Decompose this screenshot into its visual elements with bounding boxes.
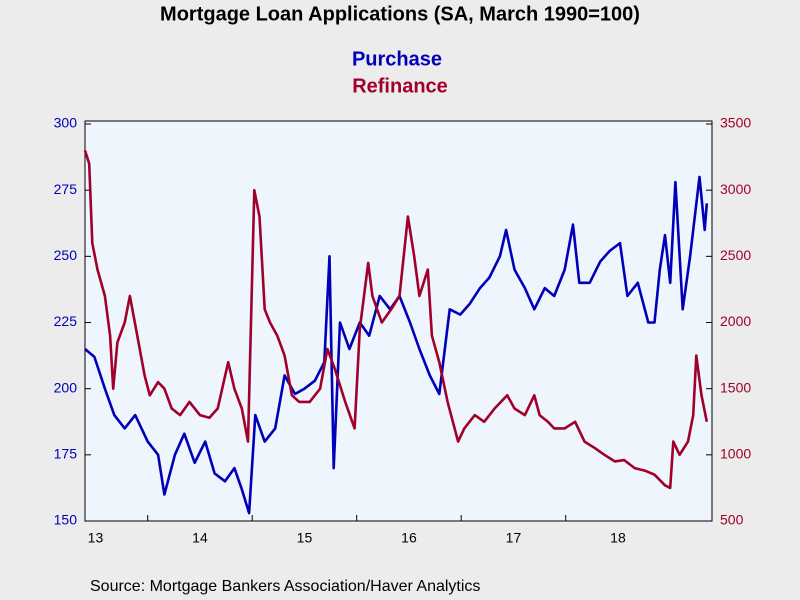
y2-tick-label: 500 — [720, 512, 744, 528]
legend-entry: Refinance — [352, 75, 448, 97]
y2-tick-label: 3000 — [720, 181, 751, 197]
y2-tick-label: 2000 — [720, 313, 751, 329]
x-tick-label: 15 — [297, 530, 313, 546]
legend-entry: Purchase — [352, 48, 442, 70]
source-note: Source: Mortgage Bankers Association/Hav… — [90, 578, 480, 595]
x-tick-label: 16 — [401, 530, 417, 546]
y2-tick-label: 2500 — [720, 247, 751, 263]
y-tick-label: 200 — [54, 379, 78, 395]
y-tick-label: 275 — [54, 181, 78, 197]
y-tick-label: 300 — [54, 115, 78, 131]
y-tick-label: 175 — [54, 446, 78, 462]
x-tick-label: 14 — [192, 530, 208, 546]
x-tick-label: 17 — [506, 530, 522, 546]
chart-title: Mortgage Loan Applications (SA, March 19… — [160, 3, 640, 25]
y-tick-label: 250 — [54, 247, 78, 263]
x-tick-label: 18 — [610, 530, 626, 546]
y2-tick-label: 1500 — [720, 379, 751, 395]
series-line — [83, 150, 709, 490]
x-tick-label: 13 — [88, 530, 104, 546]
y2-tick-label: 1000 — [720, 446, 751, 462]
y-tick-label: 225 — [54, 313, 78, 329]
plot-area — [84, 120, 713, 522]
y2-tick-label: 3500 — [720, 115, 751, 131]
y-tick-label: 150 — [54, 512, 78, 528]
series-line — [84, 175, 709, 515]
